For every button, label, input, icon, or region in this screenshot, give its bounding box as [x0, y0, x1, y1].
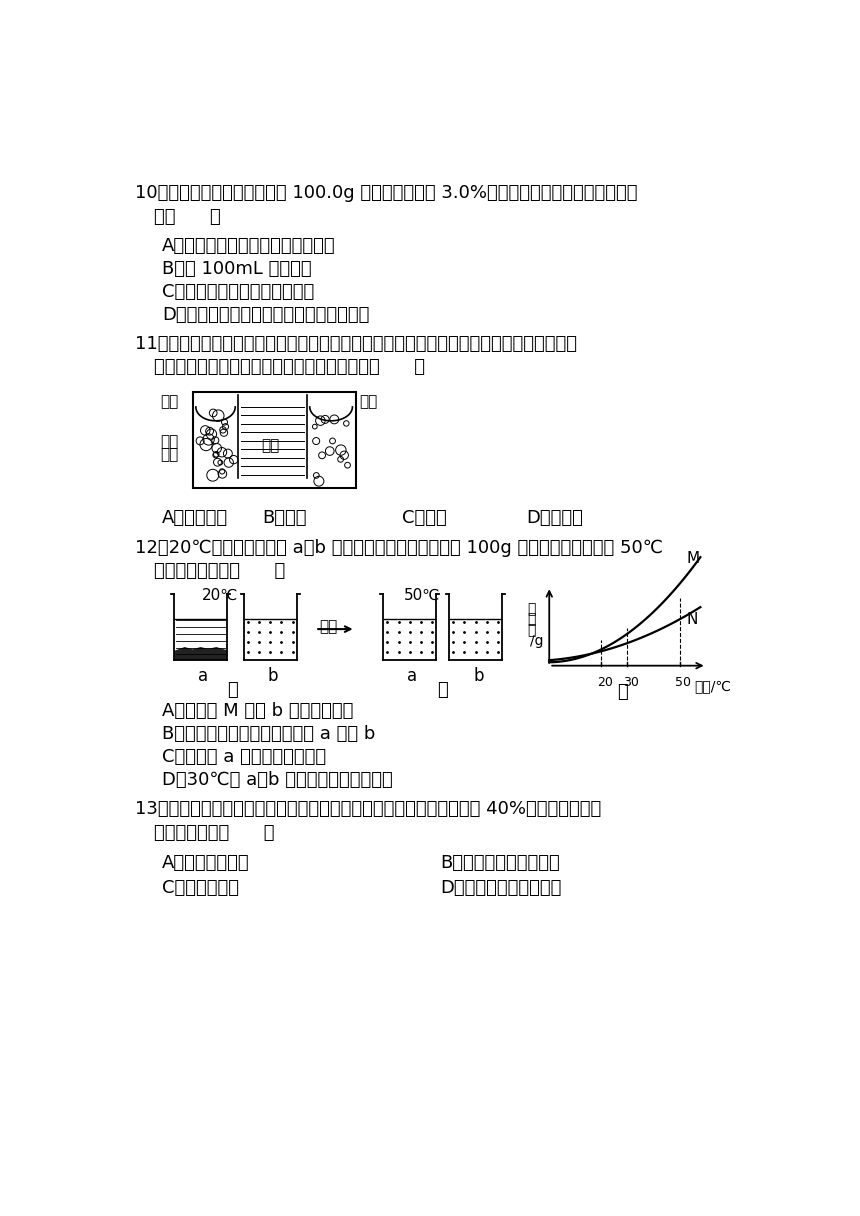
Text: 50: 50 [675, 676, 691, 689]
Text: 11．如图是一个一次性加热杯的示意图。当水袋破裂时，水与固体碎块混合，杯内食物温度: 11．如图是一个一次性加热杯的示意图。当水袋破裂时，水与固体碎块混合，杯内食物温… [135, 336, 576, 354]
Text: 30: 30 [623, 676, 639, 689]
Polygon shape [175, 648, 226, 659]
Text: C．略降低温度: C．略降低温度 [162, 879, 239, 897]
Text: A．图丙中 M 表示 b 的溶解度曲线: A．图丙中 M 表示 b 的溶解度曲线 [162, 702, 353, 720]
Text: 水袋: 水袋 [160, 394, 179, 409]
Text: 两种溶液的是（      ）: 两种溶液的是（ ） [154, 823, 274, 841]
Text: B．用 100mL 量筒量水: B．用 100mL 量筒量水 [162, 260, 311, 278]
Text: 20℃: 20℃ [202, 587, 238, 603]
Text: C．蔗糖: C．蔗糖 [402, 510, 446, 528]
Text: 固体: 固体 [160, 434, 179, 449]
Text: 20: 20 [597, 676, 612, 689]
Text: M: M [686, 551, 699, 565]
Text: D．30℃时 a、b 溶液溶质质量分数相等: D．30℃时 a、b 溶液溶质质量分数相等 [162, 771, 392, 789]
Text: 温度/℃: 温度/℃ [694, 680, 731, 693]
Text: A．氮氧化鼓: A．氮氧化鼓 [162, 510, 228, 528]
Text: 明显上升。制造此加热杯可选用的固体碎块是（      ）: 明显上升。制造此加热杯可选用的固体碎块是（ ） [154, 359, 425, 377]
Text: 升温: 升温 [319, 619, 337, 634]
Text: a: a [198, 668, 208, 685]
Text: 12．20℃时，将等质量的 a、b 两种固体，分别加入到盛有 100g 水的烧杯中，升温到 50℃: 12．20℃时，将等质量的 a、b 两种固体，分别加入到盛有 100g 水的烧杯… [135, 539, 662, 557]
Text: 时，现象如图乙（      ）: 时，现象如图乙（ ） [154, 562, 286, 580]
Text: 甲: 甲 [228, 681, 238, 699]
Text: B．图甲溶液中溶质的质量分数 a 大于 b: B．图甲溶液中溶质的质量分数 a 大于 b [162, 725, 375, 743]
Text: D．将配好的溶液装入用水清洗过试剂瓶中: D．将配好的溶液装入用水清洗过试剂瓶中 [162, 306, 369, 325]
Bar [193, 392, 355, 488]
Text: a: a [408, 668, 418, 685]
Text: 丙: 丙 [617, 682, 628, 700]
Text: 解: 解 [527, 613, 536, 626]
Text: 溶: 溶 [527, 602, 536, 615]
Text: 13．室温时，有两瓶硝酸钒溶液，一瓶为饱和溶液（溶质的质量分数为 40%），无法区分这: 13．室温时，有两瓶硝酸钒溶液，一瓶为饱和溶液（溶质的质量分数为 40%），无法… [135, 800, 601, 818]
Text: 是（      ）: 是（ ） [154, 208, 221, 225]
Text: 50℃: 50℃ [403, 587, 440, 603]
Text: N: N [686, 612, 697, 626]
Text: 度: 度 [527, 624, 536, 637]
Text: C．图乙中 a 可能是不饱和溶液: C．图乙中 a 可能是不饱和溶液 [162, 748, 326, 766]
Text: D．室温时，蜥发少量水: D．室温时，蜥发少量水 [440, 879, 562, 897]
Text: 水袋: 水袋 [359, 394, 378, 409]
Text: 10．实验室用硝酸钒固体配制 100.0g 溶质质量分数为 3.0%的硝酸钒溶液，下列说法正确的: 10．实验室用硝酸钒固体配制 100.0g 溶质质量分数为 3.0%的硝酸钒溶液… [135, 185, 637, 202]
Text: C．将固体直接投入量筒中溶解: C．将固体直接投入量筒中溶解 [162, 283, 314, 302]
Text: A．加一定量的水: A．加一定量的水 [162, 855, 249, 872]
Text: D．硝酸锨: D．硝酸锨 [526, 510, 583, 528]
Text: 乙: 乙 [437, 681, 447, 699]
Text: B．食盐: B．食盐 [262, 510, 307, 528]
Text: 碎块: 碎块 [160, 447, 179, 462]
Text: b: b [268, 668, 279, 685]
Text: /g: /g [530, 634, 544, 648]
Text: b: b [473, 668, 484, 685]
Text: B．加入少量硝酸钒晶体: B．加入少量硝酸钒晶体 [440, 855, 561, 872]
Text: 食物: 食物 [261, 438, 280, 452]
Text: A．将固体放于托盘天平的右盘称取: A．将固体放于托盘天平的右盘称取 [162, 237, 335, 255]
